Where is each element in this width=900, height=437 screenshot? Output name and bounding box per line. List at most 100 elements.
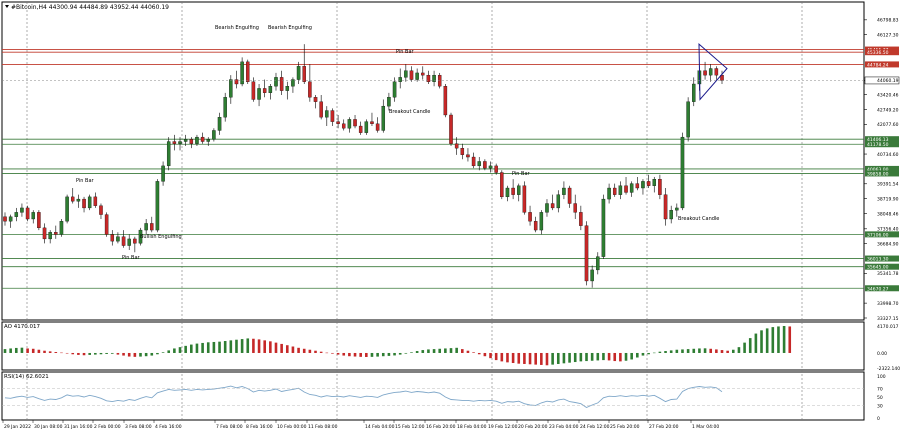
ao-bar — [675, 349, 679, 353]
ao-bar — [698, 348, 701, 353]
ao-bar — [353, 352, 357, 357]
bullish-candle — [652, 179, 657, 186]
support-price-tag — [865, 263, 899, 270]
bearish-candle — [54, 232, 58, 235]
bullish-candle — [8, 216, 13, 222]
ao-bar — [754, 333, 758, 353]
ao-bar — [427, 349, 430, 353]
ao-bar — [562, 352, 566, 364]
ao-bar — [43, 350, 46, 353]
bullish-candle — [517, 185, 521, 195]
annotation-bullish-engulfing: Bullish Engulfing — [140, 234, 182, 240]
ao-bar — [9, 348, 12, 353]
bearish-candle — [483, 161, 487, 169]
bullish-candle — [87, 196, 92, 209]
ao-bar — [630, 352, 633, 360]
bearish-candle — [663, 194, 668, 220]
symbol-dropdown-icon[interactable] — [5, 5, 9, 8]
ao-bar — [122, 352, 125, 356]
ao-bar — [573, 352, 577, 363]
ao-bar — [709, 348, 713, 353]
ao-bar — [489, 352, 492, 359]
bearish-candle — [336, 121, 340, 124]
ao-bar — [590, 352, 594, 361]
ao-bar — [647, 352, 650, 355]
ao-bar — [331, 352, 334, 354]
bullish-candle — [415, 72, 419, 80]
rsi-panel-frame — [1, 371, 865, 421]
ao-bar — [54, 352, 58, 353]
bullish-candle — [268, 86, 273, 93]
ao-bar — [551, 352, 554, 365]
bearish-candle — [172, 141, 177, 144]
support-price-label: 36013.30 — [867, 257, 889, 263]
ao-bar — [556, 352, 560, 364]
ao-bar — [308, 349, 312, 353]
ao-bar — [432, 349, 436, 353]
annotation-bearish-engulfing-1: Bearish Engulfing — [215, 25, 259, 31]
bearish-candle — [550, 203, 555, 209]
ao-tick-label: 4170.017 — [877, 324, 899, 330]
ao-bar — [438, 348, 442, 353]
ao-bar — [348, 352, 351, 357]
ao-bar — [477, 352, 481, 355]
ao-bar — [692, 348, 696, 353]
ao-bar — [161, 352, 165, 353]
ao-bar — [127, 352, 131, 357]
ao-bar — [26, 348, 29, 353]
bearish-candle — [330, 110, 335, 122]
ao-bar — [246, 338, 250, 353]
ao-bar — [105, 352, 108, 354]
ao-bar — [421, 350, 425, 353]
ao-bar — [65, 352, 69, 354]
ao-bar — [297, 347, 300, 353]
bullish-candle — [669, 209, 673, 220]
bullish-candle — [601, 198, 606, 257]
ao-bar — [517, 352, 521, 364]
ao-bar — [415, 351, 419, 353]
bearish-candle — [70, 196, 75, 202]
ao-bar — [314, 350, 317, 353]
ao-bar — [404, 352, 408, 354]
ao-bar — [483, 352, 487, 357]
support-price-label: 41406.13 — [867, 137, 889, 143]
header-texts: #Bitcoin,H4 44300.94 44484.89 43952.44 4… — [4, 4, 169, 380]
bearish-candle — [409, 70, 414, 80]
ao-bar — [444, 348, 447, 353]
ao-bar — [156, 352, 159, 355]
ao-bar — [703, 348, 707, 353]
y-tick-label: 33327.15 — [877, 316, 899, 322]
ao-bar — [336, 352, 340, 355]
ao-bar — [540, 352, 543, 365]
bearish-candle — [528, 212, 532, 222]
bullish-candle — [618, 185, 623, 195]
annotation-pin-bar-top: Pin Bar — [396, 49, 415, 55]
ao-bar — [235, 339, 238, 353]
ao-panel-frame — [1, 321, 865, 371]
ao-bar — [393, 352, 396, 356]
ao-bar — [715, 349, 718, 353]
bearish-candle — [454, 143, 459, 149]
bullish-candle — [195, 136, 199, 144]
bullish-candle — [285, 86, 290, 91]
ao-bar — [376, 352, 379, 357]
bearish-candle — [234, 79, 239, 85]
bullish-candle — [76, 198, 81, 202]
bullish-candle — [178, 141, 182, 144]
resistance-price-tag — [865, 61, 899, 68]
bullish-candle — [155, 181, 160, 231]
bullish-candle — [675, 207, 679, 211]
annotations: Bearish Engulfing Bearish Engulfing Pin Ba… — [76, 25, 719, 261]
bearish-candle — [121, 236, 126, 246]
bullish-candle — [629, 183, 634, 193]
bullish-candle — [14, 212, 19, 217]
ao-bar — [195, 343, 199, 353]
ao-bar — [624, 352, 628, 361]
ao-bar — [523, 352, 526, 364]
ao-bar — [60, 352, 63, 354]
annotation-breakout-candle-2: Breakout Candle — [678, 216, 719, 222]
x-tick-label: 2 Feb 00:00 — [94, 424, 121, 430]
